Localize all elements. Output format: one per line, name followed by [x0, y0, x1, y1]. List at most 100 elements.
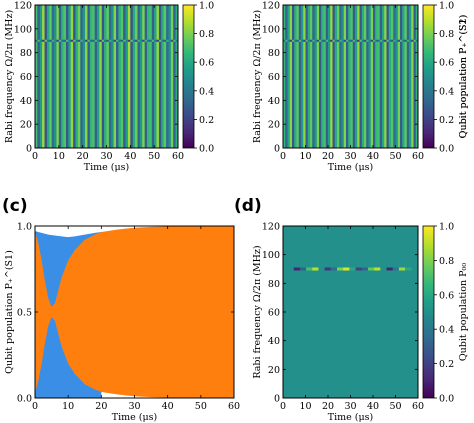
heatmap-cell: [108, 5, 112, 148]
heatmap-cell: [170, 5, 174, 148]
resonance-cell: [42, 39, 45, 42]
resonance-cell: [330, 267, 338, 271]
resonance-cell: [139, 39, 143, 42]
resonance-cell: [123, 39, 126, 42]
y-tick-label: 80: [20, 48, 32, 59]
heatmap-cell: [54, 5, 57, 148]
x-tick-label: 20: [95, 401, 107, 412]
heatmap-cell: [73, 5, 76, 148]
resonance-cell: [370, 39, 374, 42]
resonance-cell: [318, 267, 325, 271]
resonance-cell: [70, 39, 74, 42]
resonance-cell: [75, 39, 79, 42]
colorbar-tick-label: 0.4: [439, 86, 454, 97]
resonance-cell: [316, 39, 320, 42]
resonance-cell: [350, 39, 354, 42]
heatmap-cell: [346, 5, 349, 148]
y-tick-label: 120: [262, 1, 280, 12]
heatmap-cell: [96, 5, 100, 148]
colorbar-label: Qubit population P₀₀: [458, 263, 469, 361]
heatmap-cell: [386, 5, 390, 148]
heatmap-cell: [132, 5, 136, 148]
heatmap-cell: [312, 5, 315, 148]
heatmap-cell: [330, 5, 333, 148]
heatmap-cell: [149, 5, 153, 148]
resonance-cell: [325, 39, 329, 42]
heatmap-cell: [163, 5, 167, 148]
heatmap-cell: [296, 5, 300, 148]
resonance-cell: [337, 39, 340, 42]
colorbar-tick-label: 0.2: [439, 359, 454, 370]
heatmap-cell: [361, 5, 365, 148]
resonance-cell: [58, 39, 62, 42]
heatmap-cell: [94, 5, 98, 148]
heatmap-cell: [370, 5, 374, 148]
heatmap-cell: [393, 5, 396, 148]
resonance-cell: [393, 39, 396, 42]
x-tick-label: 50: [389, 401, 401, 412]
heatmap-cell: [101, 5, 105, 148]
x-tick-label: 30: [344, 401, 356, 412]
heatmap-cell: [373, 5, 376, 148]
heatmap-cell: [37, 5, 41, 148]
heatmap-cell: [287, 5, 291, 148]
colorbar-tick-label: 1.0: [439, 1, 454, 12]
heatmap-cell: [379, 5, 383, 148]
resonance-cell: [303, 39, 306, 42]
y-tick-label: 20: [268, 120, 280, 131]
colorbar-tick-label: 0.4: [439, 325, 454, 336]
resonance-cell: [51, 39, 55, 42]
y-tick-label: 40: [20, 96, 32, 107]
x-tick-label: 30: [100, 151, 112, 162]
heatmap-cell: [348, 5, 351, 148]
colorbar-label: Qubit population P₊^(S1): [458, 15, 469, 139]
resonance-cell: [352, 39, 356, 42]
resonance-cell: [35, 39, 38, 42]
x-tick-label: 10: [62, 401, 74, 412]
heatmap-cell: [301, 5, 304, 148]
heatmap-cell: [168, 5, 172, 148]
resonance-cell: [63, 39, 67, 42]
resonance-cell: [54, 39, 57, 42]
x-tick-label: 40: [367, 151, 379, 162]
colorbar-tick-label: 0.8: [439, 29, 454, 40]
heatmap-cell: [397, 5, 401, 148]
colorbar-tick-label: 0.6: [439, 58, 454, 69]
resonance-cell: [330, 39, 333, 42]
resonance-cell: [332, 39, 336, 42]
resonance-cell: [92, 39, 95, 42]
resonance-cell: [349, 267, 356, 271]
heatmap-cell: [364, 5, 367, 148]
resonance-cell: [125, 39, 129, 42]
panel-d-heatmap: 0 10 20 30 40 50 60 0 20 40 60 80 100 120 Time (μs) Rab…: [252, 222, 469, 423]
resonance-cell: [108, 39, 112, 42]
resonance-cell: [366, 39, 369, 42]
resonance-cell: [343, 39, 347, 42]
y-tick-label: 40: [268, 336, 280, 347]
panel-label-d: (d): [234, 196, 262, 216]
x-tick-label: 0: [280, 401, 286, 412]
heatmap-background: [283, 226, 418, 398]
resonance-cell: [346, 39, 349, 42]
heatmap-cell: [402, 5, 405, 148]
resonance-cell: [377, 39, 381, 42]
resonance-cell: [87, 39, 91, 42]
heatmap-cell: [323, 5, 327, 148]
resonance-cell: [404, 39, 408, 42]
heatmap-cell: [395, 5, 399, 148]
resonance-cell: [388, 39, 392, 42]
colorbar-tick-label: 0.0: [439, 394, 454, 405]
resonance-cell: [289, 39, 293, 42]
heatmap-cell: [156, 5, 160, 148]
resonance-cell: [101, 39, 105, 42]
heatmap-cell: [89, 5, 93, 148]
resonance-cell: [398, 267, 406, 271]
resonance-cell: [161, 39, 164, 42]
heatmap-cell: [151, 5, 155, 148]
heatmap-cell: [357, 5, 360, 148]
resonance-cell: [312, 267, 319, 271]
x-tick-label: 50: [389, 151, 401, 162]
resonance-cell: [137, 39, 141, 42]
panel-label-c: (c): [2, 196, 28, 216]
